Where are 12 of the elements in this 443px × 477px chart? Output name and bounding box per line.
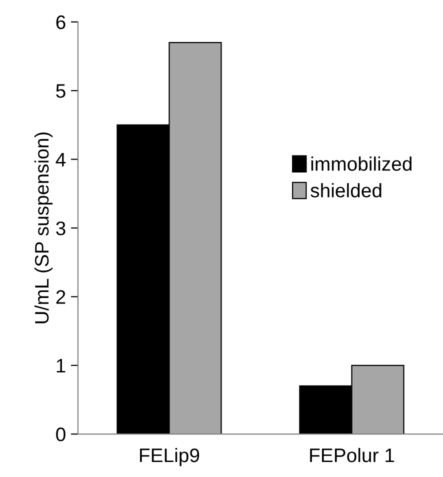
x-tick-label: FEPolur 1 — [310, 448, 394, 462]
x-tick-label: FELip9 — [140, 448, 200, 466]
y-tick-label: 6 — [56, 15, 66, 30]
y-tick-label: 2 — [56, 290, 66, 304]
y-tick-label: 4 — [56, 152, 66, 166]
y-tick-label: 5 — [56, 84, 66, 98]
y-axis-title: U/mL (SP suspension) — [34, 132, 53, 324]
y-tick-label: 3 — [56, 221, 66, 236]
legend-label: shielded — [310, 183, 382, 198]
y-tick-label: 0 — [56, 428, 66, 442]
y-tick-label: 1 — [56, 359, 66, 372]
legend-label: immobilized — [311, 156, 412, 171]
